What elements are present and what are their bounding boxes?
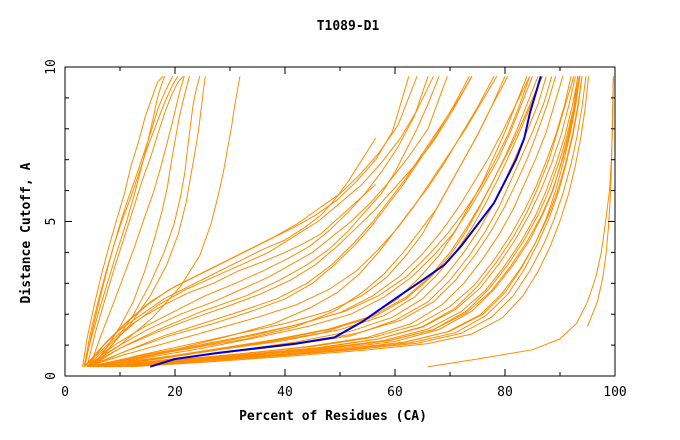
x-tick-label: 20: [167, 385, 183, 400]
model-series-line: [83, 76, 166, 367]
model-series-line: [125, 76, 587, 368]
model-series-line: [86, 76, 434, 368]
model-series-line: [86, 76, 495, 368]
y-tick-label: 0: [44, 372, 59, 380]
model-series-line: [97, 76, 543, 368]
model-series-line: [86, 76, 448, 368]
x-tick-label: 0: [61, 385, 69, 400]
model-series-line: [83, 184, 377, 368]
model-series-line: [95, 76, 531, 368]
model-series-line: [92, 76, 190, 367]
model-series-line: [103, 76, 572, 368]
model-series-line: [82, 75, 164, 367]
x-tick-label: 100: [603, 385, 626, 400]
axes: 0 20 40 60 80 100 0 5 10: [44, 59, 627, 400]
model-series-line: [94, 76, 201, 368]
model-series-line: [97, 76, 533, 368]
model-series-line: [117, 76, 583, 368]
model-series-line: [84, 76, 174, 367]
model-series-line: [83, 137, 377, 368]
model-series-line: [92, 76, 509, 368]
chart-title: T1089-D1: [317, 19, 380, 34]
model-series-line: [130, 76, 590, 368]
highlighted-series-line: [150, 76, 542, 368]
model-series-line: [106, 76, 576, 368]
model-series-line: [86, 76, 470, 368]
model-series-line: [87, 76, 206, 368]
model-series-line: [89, 76, 473, 368]
model-series-line: [86, 76, 429, 368]
y-tick-label: 10: [44, 59, 59, 75]
model-series-line: [86, 76, 440, 368]
model-series-layer: [82, 75, 614, 368]
model-series-line: [103, 76, 557, 368]
model-series-line: [86, 75, 184, 367]
x-tick-label: 60: [387, 385, 403, 400]
model-series-line: [83, 76, 179, 367]
highlighted-series-layer: [150, 76, 542, 368]
model-series-line: [86, 76, 418, 368]
model-series-line: [108, 76, 579, 368]
y-tick-label: 5: [44, 218, 59, 226]
model-series-line: [89, 76, 473, 368]
x-tick-label: 80: [497, 385, 513, 400]
model-series-line: [92, 76, 531, 368]
model-series-line: [83, 76, 410, 368]
x-axis-label: Percent of Residues (CA): [239, 409, 427, 424]
model-series-line: [108, 76, 579, 368]
model-series-line: [119, 76, 583, 368]
x-tick-label: 40: [277, 385, 293, 400]
y-axis-label: Distance Cutoff, A: [19, 162, 34, 303]
model-series-line: [86, 76, 498, 368]
model-series-line: [86, 76, 241, 368]
model-series-line: [89, 76, 185, 367]
